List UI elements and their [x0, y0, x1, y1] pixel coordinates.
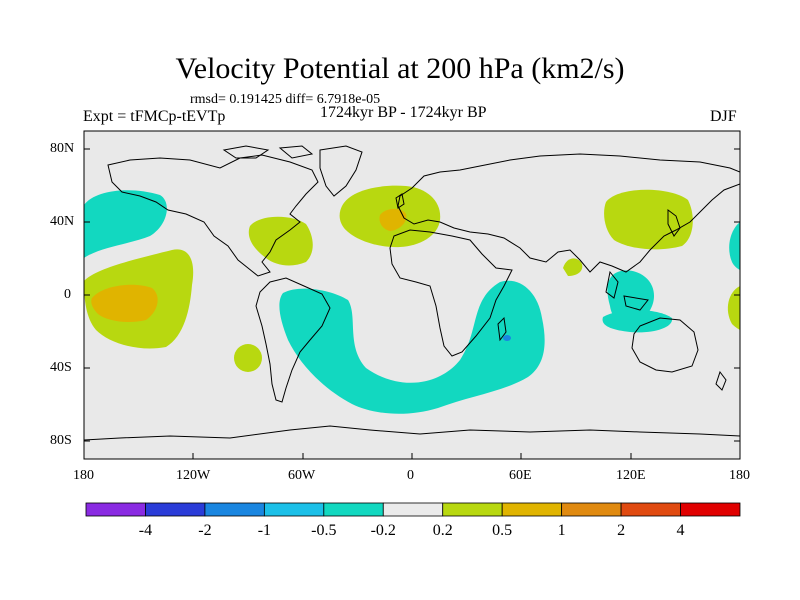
coast-greenland: [319, 145, 363, 197]
colorbar: -4 -2 -1 -0.5 -0.2 0.2 0.5 1 2 4: [85, 502, 741, 539]
coast-madagascar: [497, 316, 507, 342]
lat-label-40n: 40N: [50, 214, 75, 229]
negative-anomaly-east-pacific-edge: [729, 222, 740, 270]
negative-anomaly-southern-ocean: [279, 280, 545, 414]
lat-label-40s: 40S: [50, 360, 72, 375]
colorbar-label: 4: [677, 522, 685, 539]
coastlines: [84, 145, 740, 441]
colorbar-label: -4: [139, 522, 152, 539]
colorbar-swatch: [323, 502, 384, 517]
lon-label-180w: 180: [73, 468, 94, 483]
colorbar-swatch: [85, 502, 146, 517]
colorbar-swatch: [263, 502, 325, 517]
coast-antarctica: [84, 425, 740, 441]
negative-anomaly-north-australia: [602, 309, 673, 333]
colorbar-swatch: [501, 502, 563, 517]
axis-ticks: [84, 148, 740, 459]
colorbar-label: -0.2: [371, 522, 396, 539]
statistics-line: rmsd= 0.191425 diff= 6.7918e-05: [190, 92, 380, 108]
coast-new-zealand: [715, 370, 727, 391]
colorbar-label: 0.2: [433, 522, 453, 539]
map-title: Velocity Potential at 200 hPa (km2/s): [175, 52, 625, 85]
coast-africa: [389, 229, 513, 357]
lat-label-80n: 80N: [50, 141, 75, 156]
colorbar-swatch: [620, 502, 681, 517]
coast-canada-islands: [222, 145, 314, 159]
lon-label-0: 0: [407, 468, 414, 483]
lat-label-80s: 80S: [50, 433, 72, 448]
colorbar-label: 2: [617, 522, 625, 539]
positive-anomaly-north-america: [248, 216, 313, 266]
lat-label-0: 0: [64, 287, 71, 302]
colorbar-swatch: [145, 502, 206, 517]
coast-southeast-asia: [605, 270, 649, 311]
positive-anomaly-east-asia: [604, 189, 693, 250]
colorbar-swatch: [204, 502, 265, 517]
negative-anomaly-north-pacific: [84, 190, 167, 258]
diff-label: diff=: [285, 92, 314, 107]
coast-japan: [667, 209, 681, 237]
negative-anomaly-madagascar-spot: [503, 335, 511, 341]
lon-label-120e: 120E: [616, 468, 646, 483]
lon-label-60w: 60W: [288, 468, 316, 483]
colorbar-swatch: [442, 502, 503, 517]
colorbar-swatch: [382, 502, 444, 517]
lon-label-180e: 180: [729, 468, 750, 483]
colorbar-swatch: [561, 502, 622, 517]
coast-australia: [631, 317, 699, 373]
coast-south-america: [255, 277, 331, 403]
positive-anomaly-arabian-sea: [563, 258, 583, 276]
positive-core-central-pacific: [91, 284, 158, 322]
colorbar-label: -0.5: [311, 522, 336, 539]
positive-anomaly-east-pacific-edge: [727, 286, 740, 330]
rmsd-label: rmsd=: [190, 92, 226, 107]
colorbar-label: 1: [558, 522, 566, 539]
contour-fills: [84, 185, 740, 414]
colorbar-label: -2: [198, 522, 211, 539]
diff-value: 6.7918e-05: [316, 92, 381, 107]
rmsd-value: 0.191425: [229, 92, 282, 107]
positive-core-europe: [379, 208, 407, 231]
season-label: DJF: [710, 108, 737, 125]
coast-britain: [395, 193, 405, 209]
experiment-label: Expt = tFMCp-tEVTp: [83, 108, 226, 125]
coast-eurasia: [397, 153, 740, 273]
lon-label-120w: 120W: [176, 468, 211, 483]
colorbar-label: 0.5: [492, 522, 512, 539]
colorbar-swatch: [680, 502, 741, 517]
period-label: 1724kyr BP - 1724kyr BP: [320, 104, 487, 121]
colorbar-label: -1: [258, 522, 271, 539]
positive-anomaly-south-pacific: [234, 344, 262, 372]
lon-label-60e: 60E: [509, 468, 532, 483]
